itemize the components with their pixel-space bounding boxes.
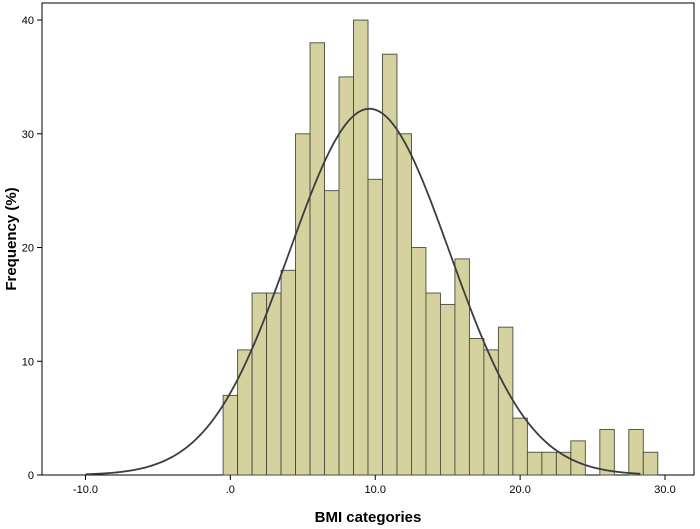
histogram-bar — [367, 178, 383, 476]
x-tick-label: 10.0 — [365, 484, 386, 496]
histogram-bar — [237, 349, 253, 476]
histogram-bar — [295, 133, 311, 476]
x-axis-title: BMI categories — [315, 509, 422, 526]
histogram-bar — [454, 258, 470, 476]
histogram-bar — [570, 440, 586, 476]
histogram-bar — [497, 326, 514, 476]
x-tick-label: 20.0 — [509, 484, 530, 496]
histogram-bar — [411, 247, 427, 476]
bars-group — [222, 19, 659, 476]
histogram-bar — [468, 338, 485, 476]
histogram-bar — [512, 417, 528, 476]
histogram-bar — [541, 451, 557, 476]
y-tick-label: 0 — [28, 470, 34, 482]
x-tick-label: 30.0 — [654, 484, 675, 496]
y-tick-label: 40 — [22, 15, 34, 27]
histogram-bar — [266, 292, 282, 476]
histogram-bar — [642, 451, 659, 476]
histogram-bar — [526, 451, 543, 476]
x-tick-label: .0 — [226, 484, 235, 496]
y-tick-label: 20 — [22, 243, 34, 255]
histogram-bar — [338, 76, 354, 476]
histogram-bar — [439, 303, 456, 476]
y-tick-label: 30 — [22, 129, 34, 141]
histogram-bar — [628, 429, 644, 476]
y-axis-title: Frequency (%) — [3, 187, 20, 290]
histogram-bar — [599, 429, 615, 476]
histogram-bar — [425, 292, 441, 476]
histogram-bar — [222, 394, 239, 476]
y-tick-label: 10 — [22, 356, 34, 368]
histogram-bar — [309, 42, 325, 476]
normal-curve — [85, 107, 641, 476]
histogram-bar — [396, 133, 412, 476]
x-axis: -10.0 .0 10.0 20.0 30.0 — [73, 475, 676, 496]
histogram-bar — [353, 19, 369, 476]
y-axis: 0 10 20 30 40 — [22, 15, 42, 482]
histogram-bar — [280, 269, 297, 476]
x-tick-label: -10.0 — [73, 484, 98, 496]
histogram-bar — [324, 190, 340, 476]
histogram-bar — [382, 53, 398, 476]
